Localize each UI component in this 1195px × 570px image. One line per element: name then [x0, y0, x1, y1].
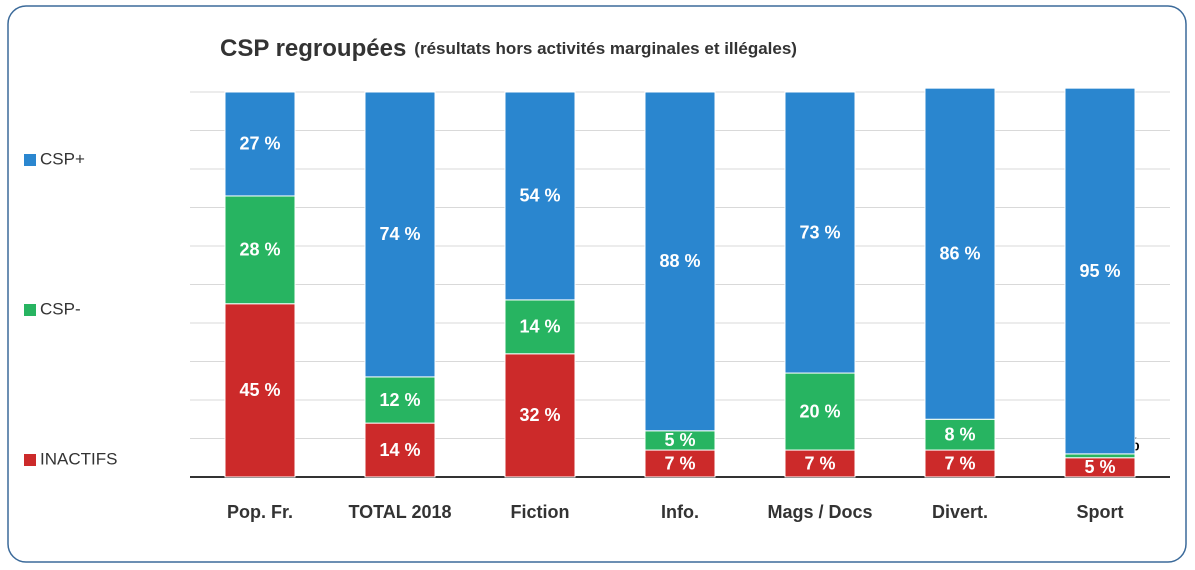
x-tick-label: Sport	[1077, 502, 1124, 522]
bar-segment	[364, 422, 436, 478]
data-label: 14 %	[379, 440, 420, 460]
x-tick-label: Fiction	[511, 502, 570, 522]
bar-segment	[224, 195, 296, 305]
bar-segment	[224, 303, 296, 478]
bar-segment	[1064, 87, 1136, 455]
chart-title-group: CSP regroupées (résultats hors activités …	[220, 35, 797, 62]
data-label: 32 %	[519, 405, 560, 425]
bar-segment	[504, 299, 576, 355]
legend-label: CSP-	[40, 299, 81, 318]
bar-segment	[644, 449, 716, 478]
bar-segment	[224, 91, 296, 197]
bar-segment	[364, 91, 436, 378]
x-tick-label: Pop. Fr.	[227, 502, 293, 522]
data-label: 95 %	[1079, 261, 1120, 281]
bar-segment	[504, 91, 576, 301]
data-label: 27 %	[239, 134, 280, 154]
data-label: 45 %	[239, 380, 280, 400]
x-tick-label: Mags / Docs	[767, 502, 872, 522]
bar-segment	[924, 418, 996, 451]
bar-segment	[784, 372, 856, 451]
data-label: 7 %	[944, 453, 975, 473]
data-label: 5 %	[664, 430, 695, 450]
bar-segment	[364, 376, 436, 424]
chart-title: CSP regroupées	[220, 35, 406, 62]
legend-label: INACTIFS	[40, 449, 117, 468]
data-label: 74 %	[379, 224, 420, 244]
bar-segment	[784, 91, 856, 374]
legend-swatch	[24, 304, 36, 316]
bar-segment	[924, 87, 996, 420]
data-label: 7 %	[664, 453, 695, 473]
legend-swatch	[24, 454, 36, 466]
chart-subtitle: (résultats hors activités marginales et …	[414, 39, 797, 58]
data-label: 28 %	[239, 240, 280, 260]
x-tick-label: Info.	[661, 502, 699, 522]
bar-segment	[504, 353, 576, 478]
data-label: 14 %	[519, 317, 560, 337]
data-label: 20 %	[799, 401, 840, 421]
data-label: 54 %	[519, 186, 560, 206]
bar-segment	[924, 449, 996, 478]
bar-segment	[784, 449, 856, 478]
data-label: 7 %	[804, 453, 835, 473]
data-label: 5 %	[1084, 457, 1115, 477]
bar-segment	[644, 91, 716, 432]
data-label: 73 %	[799, 222, 840, 242]
data-label: 12 %	[379, 390, 420, 410]
data-label: 8 %	[944, 424, 975, 444]
legend-swatch	[24, 154, 36, 166]
x-tick-label: Divert.	[932, 502, 988, 522]
data-label: 88 %	[659, 251, 700, 271]
data-label: 86 %	[939, 243, 980, 263]
legend-label: CSP+	[40, 149, 85, 168]
x-tick-label: TOTAL 2018	[348, 502, 451, 522]
